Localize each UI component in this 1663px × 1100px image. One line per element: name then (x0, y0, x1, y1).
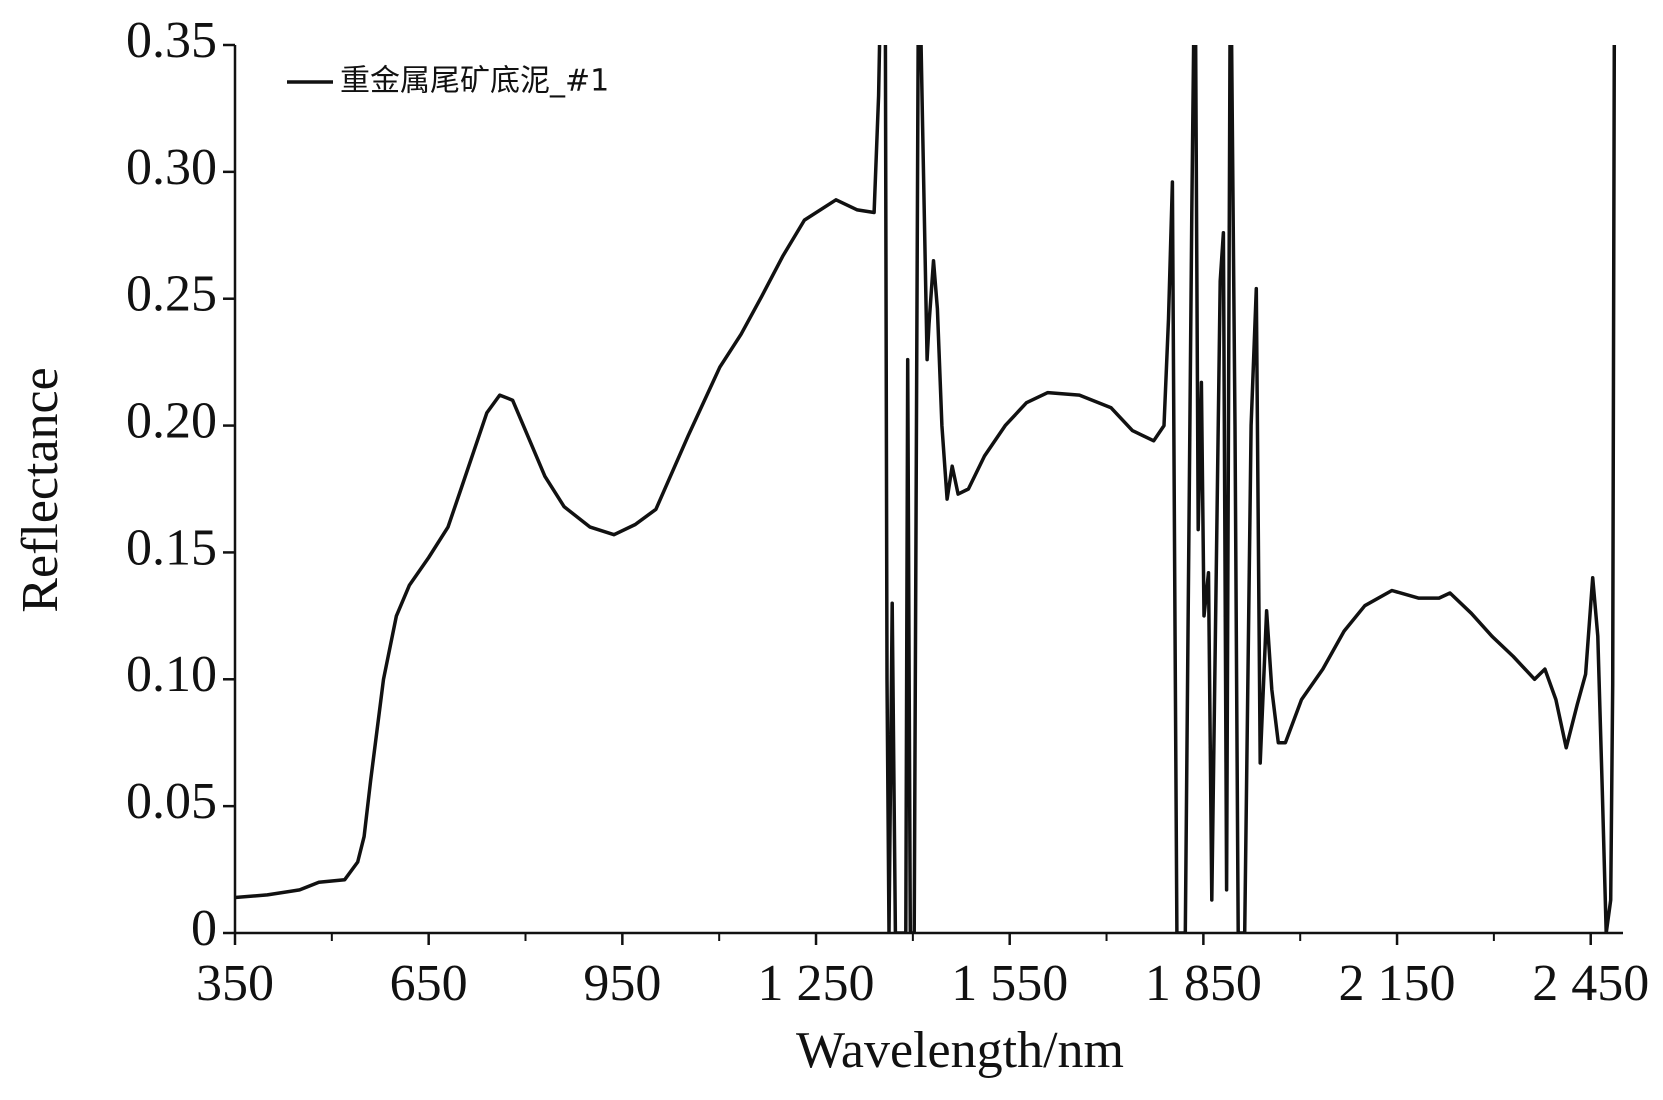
x-tick-label: 950 (583, 955, 661, 1012)
x-tick-label: 2 150 (1339, 955, 1456, 1012)
y-axis-title: Reflectance (12, 367, 69, 612)
y-tick-label: 0.10 (126, 646, 217, 703)
spectrum-line (235, 45, 1617, 934)
y-tick-label: 0.15 (126, 519, 217, 576)
x-tick-label: 350 (196, 955, 274, 1012)
y-tick-label: 0.25 (126, 266, 217, 323)
x-tick-label: 2 450 (1532, 955, 1649, 1012)
y-tick-label: 0.20 (126, 393, 217, 450)
y-tick-label: 0.35 (126, 12, 217, 69)
x-tick-label: 1 250 (758, 955, 875, 1012)
x-tick-label: 650 (390, 955, 468, 1012)
y-tick-label: 0.05 (126, 773, 217, 830)
x-axis-title: Wavelength/nm (796, 1022, 1124, 1079)
y-tick-label: 0 (191, 900, 217, 957)
legend-label: 重金属尾矿底泥_#1 (340, 64, 609, 99)
x-tick-label: 1 550 (951, 955, 1068, 1012)
y-tick-label: 0.30 (126, 139, 217, 196)
x-tick-label: 1 850 (1145, 955, 1262, 1012)
plot-area (235, 45, 1617, 934)
